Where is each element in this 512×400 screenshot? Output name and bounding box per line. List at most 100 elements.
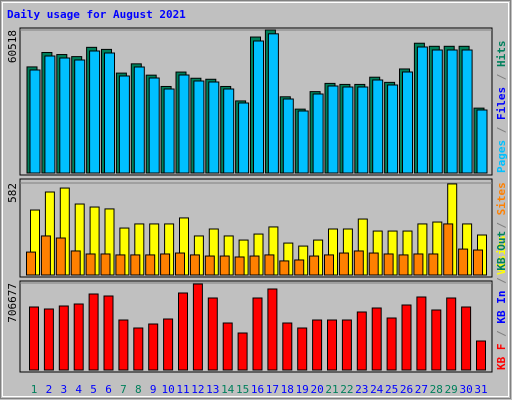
x-tick-label: 31 (474, 383, 487, 396)
x-tick-label: 17 (266, 383, 279, 396)
legend-entry: Sites (495, 182, 508, 215)
bar (297, 110, 309, 174)
bar (476, 109, 488, 174)
bar (40, 235, 51, 276)
bar (208, 81, 220, 174)
bar (74, 59, 86, 174)
bar (59, 57, 71, 174)
y-tick-label: 582 (6, 183, 19, 203)
x-tick-label: 3 (60, 383, 67, 396)
bar (73, 303, 84, 371)
bar (279, 260, 290, 276)
bar (88, 293, 99, 371)
bar (461, 49, 473, 174)
bar (55, 237, 66, 276)
bar (341, 319, 352, 371)
bar (297, 327, 308, 371)
x-tick-label: 21 (325, 383, 338, 396)
bar (58, 305, 69, 371)
bar (189, 254, 200, 276)
bar (401, 304, 412, 371)
x-tick-label: 9 (150, 383, 157, 396)
legend-separator: / (495, 324, 508, 344)
x-tick-label: 15 (236, 383, 249, 396)
bar (163, 88, 175, 174)
legend: KB F / KB In / KB Out (495, 231, 508, 370)
bar (398, 254, 409, 276)
x-tick-label: 28 (430, 383, 443, 396)
x-tick-label: 13 (206, 383, 219, 396)
bar (416, 46, 428, 174)
legend-separator: / (495, 215, 508, 235)
bar (267, 33, 279, 174)
bar (44, 55, 56, 174)
x-tick-label: 18 (281, 383, 294, 396)
legend-separator: / (495, 120, 508, 140)
bar (416, 296, 427, 371)
bar (70, 250, 81, 276)
bar (312, 319, 323, 371)
legend-entry: Hits (495, 41, 508, 68)
bar (237, 332, 248, 371)
legend: Visits / Sites (495, 182, 508, 275)
bar (249, 255, 260, 276)
bar (383, 253, 394, 276)
bar (222, 322, 233, 371)
bar (458, 248, 469, 276)
bar (327, 85, 339, 174)
bar (264, 254, 275, 276)
bar (133, 66, 145, 174)
bar (476, 340, 486, 371)
bar (178, 292, 188, 371)
x-tick-label: 19 (296, 383, 309, 396)
chart-title: Daily usage for August 2021 (7, 8, 186, 21)
bar (267, 288, 278, 371)
bar (130, 254, 141, 276)
legend-entry: Visits (495, 235, 508, 275)
bar (473, 249, 483, 276)
bar (371, 307, 382, 371)
x-tick-label: 24 (370, 383, 384, 396)
bar (43, 308, 54, 371)
legend-entry: KB Out (495, 231, 508, 271)
y-tick-label: 60518 (6, 30, 19, 63)
x-tick-label: 6 (105, 383, 112, 396)
bar (338, 252, 349, 276)
bar (148, 77, 160, 174)
bar (193, 80, 205, 174)
bar (118, 75, 130, 174)
bar (368, 252, 379, 276)
bar (103, 295, 114, 371)
x-tick-label: 26 (400, 383, 413, 396)
bar (223, 88, 235, 174)
bar (26, 251, 36, 276)
frame-inner (2, 2, 509, 397)
bar (386, 317, 397, 371)
bar (357, 86, 369, 174)
bar (192, 283, 203, 371)
bar (282, 98, 294, 174)
bar (431, 49, 443, 174)
bar (207, 297, 218, 371)
x-tick-label: 10 (161, 383, 174, 396)
bar (104, 52, 115, 174)
bar (219, 255, 230, 276)
x-tick-label: 4 (75, 383, 82, 396)
x-tick-label: 1 (31, 383, 38, 396)
x-tick-label: 5 (90, 383, 97, 396)
bar (428, 253, 439, 276)
bar (234, 256, 245, 276)
x-tick-label: 27 (415, 383, 428, 396)
bar (282, 322, 293, 371)
bar (29, 306, 39, 371)
bar (356, 311, 367, 371)
bar (118, 319, 129, 371)
bar (327, 319, 337, 371)
bar (342, 86, 354, 174)
bar (148, 323, 159, 371)
x-tick-label: 12 (191, 383, 204, 396)
y-tick-label: 706677 (6, 283, 19, 323)
bar (100, 253, 111, 276)
